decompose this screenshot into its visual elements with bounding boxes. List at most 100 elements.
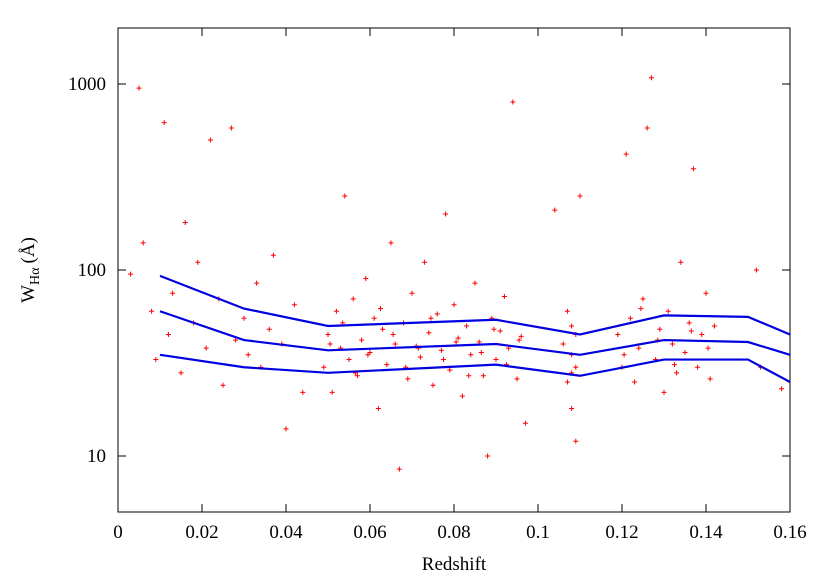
point: [438, 347, 444, 353]
point: [560, 341, 566, 347]
point: [510, 99, 516, 105]
point: [711, 323, 717, 329]
point: [443, 211, 449, 217]
point: [428, 315, 434, 321]
y-axis-label: WHα (Å): [18, 237, 43, 303]
point: [245, 352, 251, 358]
x-tick-label: 0: [113, 522, 123, 543]
point: [447, 367, 453, 373]
point: [170, 290, 176, 296]
point: [688, 328, 694, 334]
trend-line: [159, 274, 791, 336]
point: [569, 406, 575, 412]
point: [686, 320, 692, 326]
point: [493, 357, 499, 363]
point: [363, 276, 369, 282]
point: [365, 352, 371, 358]
point: [388, 240, 394, 246]
point: [327, 341, 333, 347]
point: [573, 438, 579, 444]
point: [354, 373, 360, 379]
point: [417, 354, 423, 360]
point: [480, 373, 486, 379]
point: [661, 389, 667, 395]
point: [690, 166, 696, 172]
trend-line: [159, 310, 791, 356]
point: [466, 373, 472, 379]
point: [140, 240, 146, 246]
point: [678, 259, 684, 265]
point: [682, 350, 688, 356]
point: [220, 382, 226, 388]
point: [577, 193, 583, 199]
point: [342, 193, 348, 199]
point: [569, 323, 575, 329]
point: [207, 137, 213, 143]
point: [266, 326, 272, 332]
point: [459, 393, 465, 399]
point: [350, 296, 356, 302]
point: [233, 337, 239, 343]
point: [390, 332, 396, 338]
point: [359, 337, 365, 343]
x-tick-label: 0.1: [526, 522, 550, 543]
point: [468, 352, 474, 358]
point: [300, 389, 306, 395]
point: [644, 125, 650, 131]
point: [695, 364, 701, 370]
point: [329, 389, 335, 395]
point: [434, 311, 440, 317]
x-tick-label: 0.06: [353, 522, 386, 543]
point: [615, 332, 621, 338]
point: [478, 350, 484, 356]
point: [161, 120, 167, 126]
point: [241, 315, 247, 321]
point: [657, 326, 663, 332]
point: [707, 376, 713, 382]
point: [638, 306, 644, 312]
point: [228, 125, 234, 131]
point: [136, 85, 142, 91]
point: [552, 207, 558, 213]
point: [153, 357, 159, 363]
point: [165, 332, 171, 338]
point: [464, 323, 470, 329]
point: [621, 352, 627, 358]
x-tick-label: 0.04: [269, 522, 303, 543]
y-label-unit: (Å): [18, 237, 39, 263]
point: [453, 339, 459, 345]
point: [703, 290, 709, 296]
point: [392, 341, 398, 347]
point: [426, 330, 432, 336]
y-tick-label: 1000: [68, 74, 106, 95]
point: [522, 420, 528, 426]
x-axis-label: Redshift: [422, 554, 487, 575]
point: [396, 466, 402, 472]
x-tick-label: 0.14: [689, 522, 723, 543]
point: [516, 337, 522, 343]
point: [497, 328, 503, 334]
point: [270, 252, 276, 258]
point: [485, 453, 491, 459]
point: [518, 333, 524, 339]
point: [753, 267, 759, 273]
point: [182, 220, 188, 226]
point: [375, 406, 381, 412]
point: [705, 345, 711, 351]
point: [409, 290, 415, 296]
point: [195, 259, 201, 265]
point: [623, 151, 629, 157]
point: [371, 315, 377, 321]
point: [283, 426, 289, 432]
x-tick-label: 0.08: [437, 522, 470, 543]
point: [291, 302, 297, 308]
point: [451, 302, 457, 308]
point: [380, 326, 386, 332]
point: [669, 341, 675, 347]
point: [672, 362, 677, 368]
point: [491, 326, 497, 332]
point: [149, 308, 155, 314]
point: [573, 364, 579, 370]
point: [346, 357, 352, 363]
x-tick-label: 0.12: [605, 522, 638, 543]
